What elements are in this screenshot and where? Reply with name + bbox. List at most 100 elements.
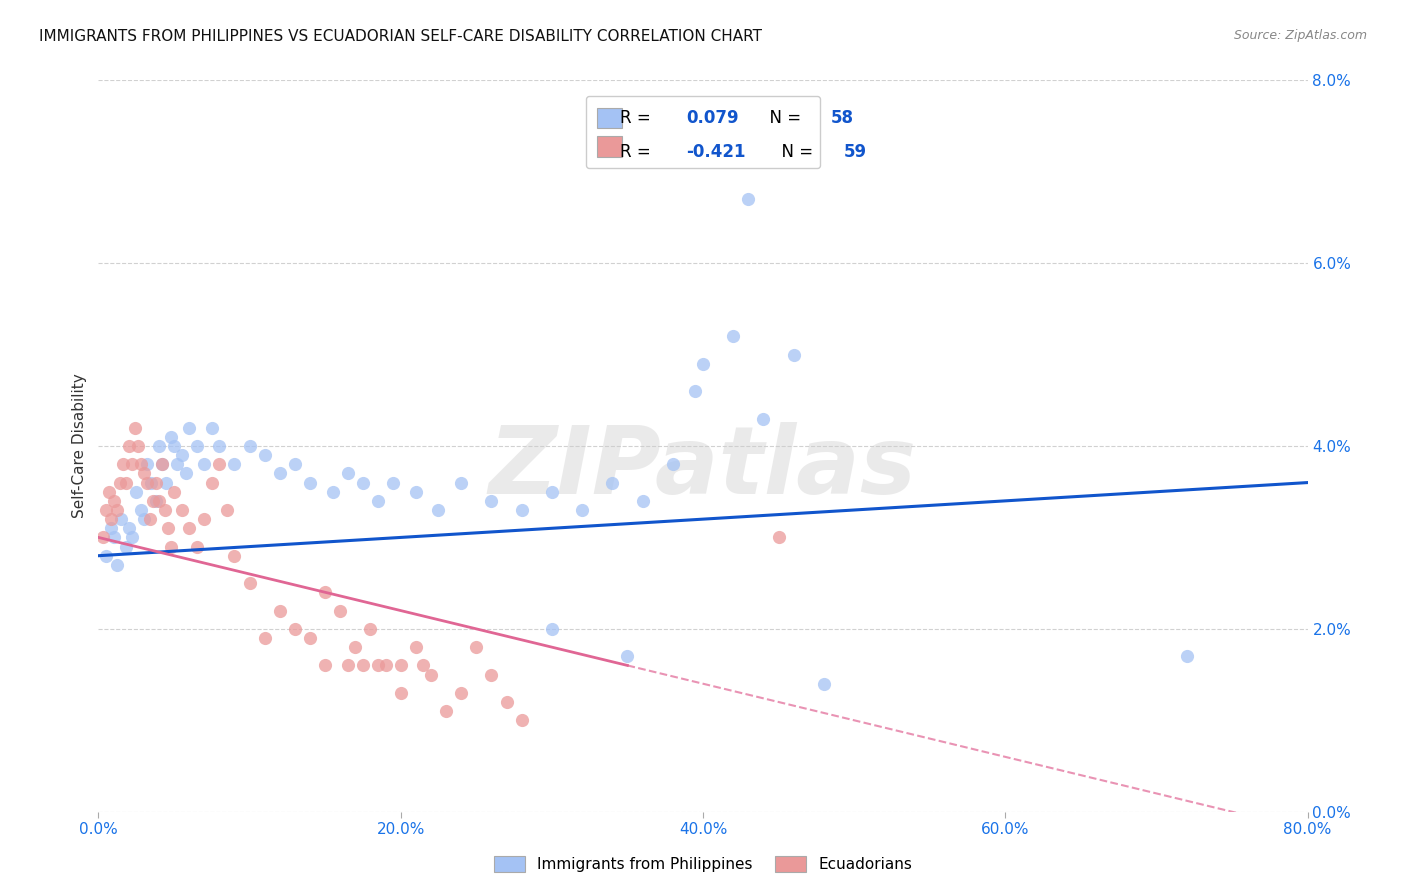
Point xyxy=(661,458,683,472)
Point xyxy=(135,458,157,472)
Point xyxy=(156,521,179,535)
Text: R =: R = xyxy=(620,143,655,161)
Point xyxy=(336,467,359,481)
Point xyxy=(170,503,193,517)
Point xyxy=(121,458,143,472)
Point xyxy=(114,540,136,554)
Point xyxy=(201,421,224,435)
Point xyxy=(145,494,167,508)
Point xyxy=(752,411,775,425)
Point xyxy=(434,704,457,718)
Point xyxy=(103,530,125,544)
Legend: Immigrants from Philippines, Ecuadorians: Immigrants from Philippines, Ecuadorians xyxy=(486,848,920,880)
Point xyxy=(389,686,412,700)
Point xyxy=(224,458,246,472)
Point xyxy=(141,475,163,490)
Point xyxy=(114,475,136,490)
Point xyxy=(344,640,367,655)
Y-axis label: Self-Care Disability: Self-Care Disability xyxy=(72,374,87,518)
Point xyxy=(132,467,155,481)
Point xyxy=(94,503,117,517)
Point xyxy=(125,484,148,499)
Point xyxy=(186,439,208,453)
Point xyxy=(163,484,186,499)
Point xyxy=(783,347,806,362)
Point xyxy=(100,521,122,535)
Point xyxy=(179,521,201,535)
Point xyxy=(153,503,176,517)
Text: 58: 58 xyxy=(831,109,855,127)
Point xyxy=(481,667,503,681)
Point xyxy=(108,475,131,490)
Point xyxy=(215,503,238,517)
Point xyxy=(224,549,246,563)
Point xyxy=(685,384,707,399)
Point xyxy=(148,439,170,453)
Point xyxy=(352,475,374,490)
Point xyxy=(111,458,134,472)
Text: N =: N = xyxy=(759,109,806,127)
Point xyxy=(571,503,593,517)
Point xyxy=(405,640,427,655)
Point xyxy=(105,503,128,517)
Text: Source: ZipAtlas.com: Source: ZipAtlas.com xyxy=(1233,29,1367,42)
Point xyxy=(367,658,389,673)
Point xyxy=(160,430,183,444)
Text: ZIPatlas: ZIPatlas xyxy=(489,422,917,514)
Point xyxy=(329,604,352,618)
Legend:                                  ,                                  : , xyxy=(585,96,821,169)
Point xyxy=(299,475,322,490)
Point xyxy=(94,549,117,563)
Point xyxy=(160,540,183,554)
Point xyxy=(352,658,374,673)
Point xyxy=(142,494,165,508)
Point xyxy=(105,558,128,572)
Point xyxy=(208,439,231,453)
Point xyxy=(174,467,197,481)
Point xyxy=(253,448,276,462)
Text: 0.079: 0.079 xyxy=(686,109,738,127)
Point xyxy=(412,658,434,673)
Point xyxy=(100,512,122,526)
Point xyxy=(465,640,488,655)
Point xyxy=(129,503,152,517)
Point xyxy=(602,475,624,490)
Point xyxy=(299,631,322,645)
Point xyxy=(314,585,336,599)
Point xyxy=(540,622,562,636)
Point xyxy=(132,512,155,526)
Point xyxy=(616,649,638,664)
Point xyxy=(768,530,790,544)
Point xyxy=(510,714,533,728)
Point xyxy=(193,458,215,472)
Point xyxy=(135,475,157,490)
Point xyxy=(374,658,396,673)
Point xyxy=(166,458,188,472)
Point xyxy=(124,421,146,435)
Point xyxy=(389,658,412,673)
Point xyxy=(510,503,533,517)
Point xyxy=(118,521,141,535)
Point xyxy=(148,494,170,508)
Text: R =: R = xyxy=(620,109,655,127)
Point xyxy=(139,512,162,526)
Point xyxy=(314,658,336,673)
Point xyxy=(155,475,177,490)
Point xyxy=(723,329,745,343)
Point xyxy=(427,503,450,517)
Text: N =: N = xyxy=(770,143,818,161)
Point xyxy=(360,622,382,636)
Text: 59: 59 xyxy=(844,143,866,161)
Text: -0.421: -0.421 xyxy=(686,143,745,161)
Point xyxy=(91,530,114,544)
Point xyxy=(129,458,152,472)
Point xyxy=(813,676,835,690)
Point xyxy=(163,439,186,453)
Point xyxy=(179,421,201,435)
Point xyxy=(121,530,143,544)
Point xyxy=(150,458,173,472)
Point xyxy=(540,484,562,499)
Point xyxy=(737,192,759,206)
Point xyxy=(208,458,231,472)
Point xyxy=(382,475,405,490)
